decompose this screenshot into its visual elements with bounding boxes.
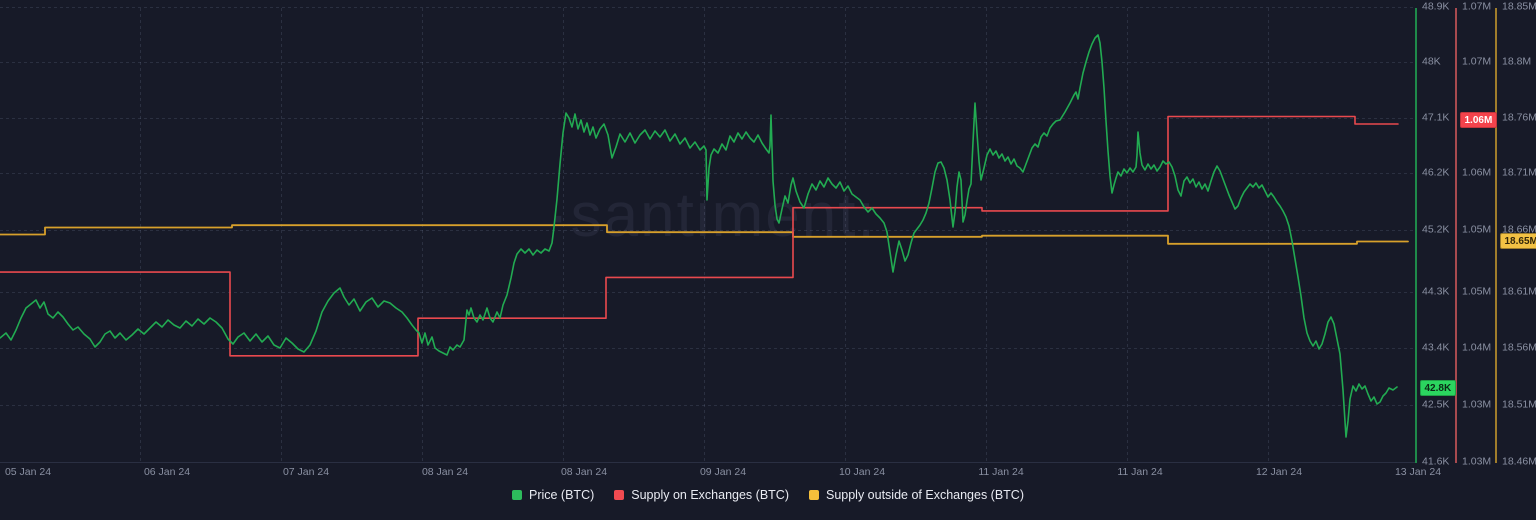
legend: Price (BTC) Supply on Exchanges (BTC) Supp… [0,488,1536,502]
supply_out-tick-label: 18.8M [1502,55,1532,68]
legend-item-label: Supply outside of Exchanges (BTC) [825,488,1025,502]
supply_on-tick-label: 1.05M [1462,223,1492,236]
supply_out-tick-label: 18.51M [1502,398,1536,411]
legend-item-label: Supply on Exchanges (BTC) [631,488,789,502]
supply_on-tick-label: 1.06M [1462,166,1492,179]
legend-item-supply-on-exchanges-btc[interactable]: Supply on Exchanges (BTC) [614,488,789,502]
supply-on-exchanges-btc-series-line [0,115,1399,357]
x-axis-label: 05 Jan 24 [4,466,52,478]
x-axis-label: 12 Jan 24 [1255,466,1303,478]
x-axis-label: 10 Jan 24 [838,466,886,478]
supply_out-tick-label: 18.76M [1502,111,1536,124]
supply_out-axis[interactable]: 18.85M 18.8M 18.76M 18.71M 18.66M 18.61M 18.56… [1494,0,1536,482]
x-axis-label: 08 Jan 24 [421,466,469,478]
price-tick-label: 47.1K [1422,111,1450,124]
supply_on-tick-label: 1.07M [1462,55,1492,68]
legend-swatch-icon [808,490,819,500]
supply_out-tick-label: 18.85M [1502,0,1536,13]
price-tick-label: 44.3K [1422,285,1450,298]
price-tick-label: 43.4K [1422,341,1450,354]
supply_on-tick-label: 1.03M [1462,455,1492,468]
price-tick-label: 48.9K [1422,0,1450,13]
legend-item-price-btc[interactable]: Price (BTC) [511,488,595,502]
legend-item-label: Price (BTC) [528,488,595,502]
supply_on-axis[interactable]: 1.07M 1.07M 1.06M 1.06M 1.05M 1.05M 1.04M 1.03M… [1454,0,1497,482]
legend-item-supply-outside-of-exchanges-btc[interactable]: Supply outside of Exchanges (BTC) [808,488,1025,502]
x-axis-label: 07 Jan 24 [282,466,330,478]
watermark: ·santiment: [548,181,877,250]
supply_out-tick-label: 18.71M [1502,166,1536,179]
legend-swatch-icon [614,490,625,500]
supply-outside-of-exchanges-btc-series-line [0,224,1409,245]
x-axis-label: 06 Jan 24 [143,466,191,478]
supply_out-tick-label: 18.56M [1502,341,1536,354]
supply_out-tick-label: 18.46M [1502,455,1536,468]
x-axis-label: 08 Jan 24 [560,466,608,478]
supply_on-tick-label: 1.04M [1462,341,1492,354]
price-btc-series-line [0,34,1398,438]
supply_on-last-value-badge: 1.06M [1460,112,1497,128]
supply_on-tick-label: 1.03M [1462,398,1492,411]
x-axis-label: 09 Jan 24 [699,466,747,478]
supply_out-tick-label: 18.61M [1502,285,1536,298]
price-tick-label: 41.6K [1422,455,1450,468]
price-last-value-badge: 42.8K [1420,380,1456,396]
x-axis-label: 11 Jan 24 [1117,466,1163,478]
legend-swatch-icon [511,490,522,500]
price-tick-label: 46.2K [1422,166,1450,179]
price-tick-label: 42.5K [1422,398,1450,411]
x-axis-label: 13 Jan 24 [1394,466,1442,478]
price-axis[interactable]: 48.9K 48K 47.1K 46.2K 45.2K 44.3K 43.4K 42.5K 41… [1414,0,1456,482]
supply_out-tick-label: 18.66M [1502,223,1536,236]
supply_on-tick-label: 1.05M [1462,285,1492,298]
x-axis-label: 11 Jan 24 [978,466,1024,478]
price-tick-label: 48K [1422,55,1441,68]
supply_on-tick-label: 1.07M [1462,0,1492,13]
supply_out-last-value-badge: 18.65M [1500,233,1536,249]
price-tick-label: 45.2K [1422,223,1450,236]
